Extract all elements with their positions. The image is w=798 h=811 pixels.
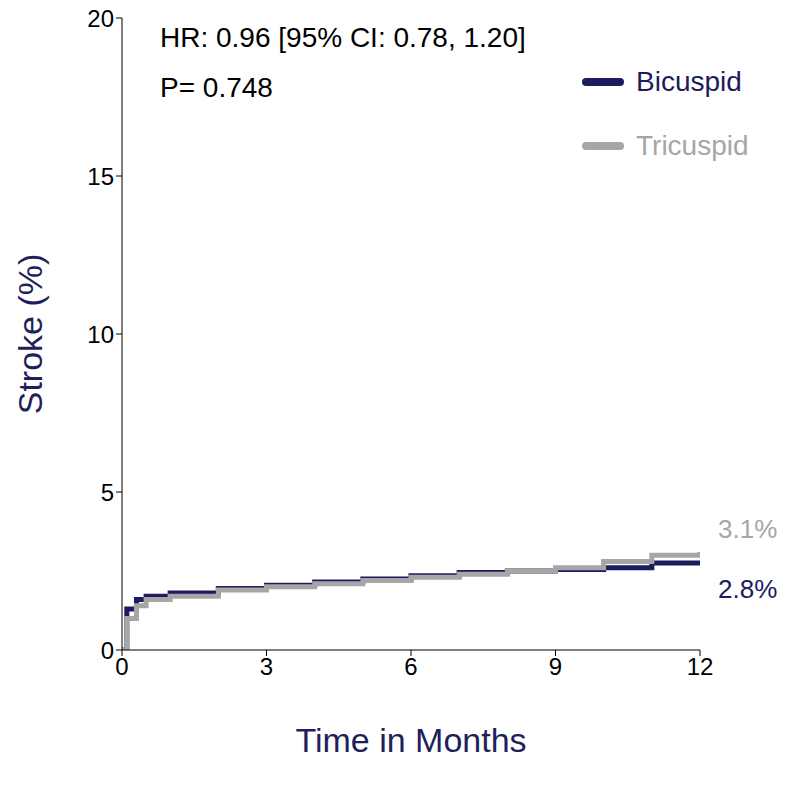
svg-text:10: 10: [87, 321, 114, 348]
svg-text:Stroke (%): Stroke (%): [11, 254, 49, 415]
svg-text:9: 9: [549, 653, 562, 680]
svg-text:20: 20: [87, 5, 114, 32]
svg-text:Time in Months: Time in Months: [295, 721, 526, 759]
svg-text:15: 15: [87, 163, 114, 190]
svg-text:2.8%: 2.8%: [718, 574, 777, 604]
html-text:P= 0.748: P= 0.748: [160, 72, 273, 103]
svg-text:12: 12: [687, 653, 714, 680]
html-text:Tricuspid: Tricuspid: [636, 130, 749, 161]
svg-text:5: 5: [101, 479, 114, 506]
svg-text:0: 0: [101, 637, 114, 664]
svg-text:3: 3: [260, 653, 273, 680]
svg-text:0: 0: [115, 653, 128, 680]
html-text:HR: 0.96 [95% CI: 0.78, 1.20]: HR: 0.96 [95% CI: 0.78, 1.20]: [160, 22, 526, 53]
svg-text:6: 6: [404, 653, 417, 680]
svg-text:3.1%: 3.1%: [718, 514, 777, 544]
html-text:Bicuspid: Bicuspid: [636, 66, 742, 97]
